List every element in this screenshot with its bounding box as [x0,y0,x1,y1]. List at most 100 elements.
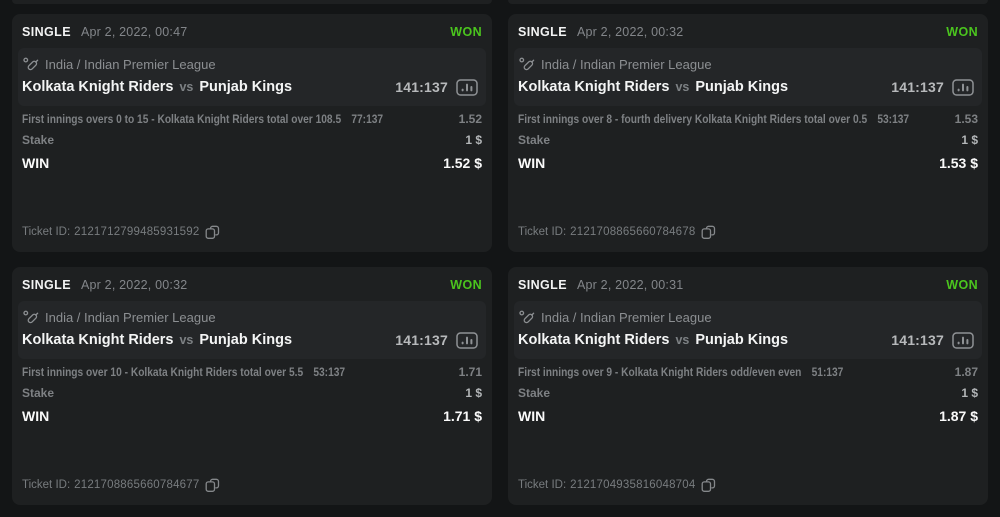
stake-label: Stake [518,133,551,147]
bet-type-label: SINGLE [22,25,71,39]
status-badge: WON [946,278,978,292]
bet-card: SINGLE Apr 2, 2022, 00:32 WON India / In… [12,267,492,505]
match-score: 141:137 [891,79,944,95]
vs-label: vs [675,333,690,347]
copy-icon[interactable] [701,478,716,493]
bet-description: First innings over 10 - Kolkata Knight R… [22,365,304,379]
ticket-row: Ticket ID: 2121708865660784677 [22,478,482,493]
ticket-row: Ticket ID: 2121712799485931592 [22,225,482,240]
team-home: Kolkata Knight Riders [22,332,174,348]
bet-type-label: SINGLE [22,278,71,292]
bet-odds: 1.87 [954,365,978,379]
ticket-id-value: 2121708865660784677 [74,479,200,491]
league-row: India / Indian Premier League [518,55,974,73]
stake-value: 1 $ [961,133,978,147]
copy-icon[interactable] [205,478,220,493]
copy-icon[interactable] [701,225,716,240]
stake-value: 1 $ [961,386,978,400]
win-label: WIN [518,408,546,424]
stake-value: 1 $ [465,133,482,147]
bet-type-label: SINGLE [518,278,567,292]
stake-label: Stake [22,386,55,400]
bet-odds: 1.52 [458,112,482,126]
bet-score: 53:137 [877,112,910,126]
bet-datetime: Apr 2, 2022, 00:31 [576,278,684,292]
bet-type-label: SINGLE [518,25,567,39]
stats-chart-icon[interactable] [952,331,974,349]
team-away: Punjab Kings [695,332,789,348]
league-name: India / Indian Premier League [541,56,712,72]
ticket-id-label: Ticket ID: [518,226,567,238]
bet-selection-row: First innings over 9 - Kolkata Knight Ri… [518,365,978,380]
stake-row: Stake 1 $ [22,133,482,148]
stats-chart-icon[interactable] [456,78,478,96]
bet-score: 51:137 [811,365,844,379]
stats-chart-icon[interactable] [456,331,478,349]
bet-score: 53:137 [313,365,346,379]
stake-row: Stake 1 $ [22,386,482,401]
win-label: WIN [22,408,50,424]
stake-row: Stake 1 $ [518,386,978,401]
ticket-id-label: Ticket ID: [22,226,71,238]
bet-description: First innings over 9 - Kolkata Knight Ri… [518,365,802,379]
bet-datetime: Apr 2, 2022, 00:47 [80,25,188,39]
teams-row: Kolkata Knight Riders vs Punjab Kings 14… [22,76,478,98]
bet-selection-row: First innings over 8 - fourth delivery K… [518,112,978,127]
match-score: 141:137 [395,332,448,348]
team-home: Kolkata Knight Riders [518,332,670,348]
vs-label: vs [179,333,194,347]
teams-row: Kolkata Knight Riders vs Punjab Kings 14… [518,329,974,351]
win-value: 1.53 $ [939,155,978,171]
teams-row: Kolkata Knight Riders vs Punjab Kings 14… [518,76,974,98]
bet-card-header: SINGLE Apr 2, 2022, 00:47 WON [22,24,482,40]
bet-score: 77:137 [351,112,384,126]
team-away: Punjab Kings [199,79,293,95]
stake-label: Stake [518,386,551,400]
league-name: India / Indian Premier League [45,56,216,72]
match-score: 141:137 [891,332,944,348]
bet-card: SINGLE Apr 2, 2022, 00:31 WON India / In… [508,267,988,505]
bet-card: SINGLE Apr 2, 2022, 00:47 WON India / In… [12,14,492,252]
bet-datetime: Apr 2, 2022, 00:32 [576,25,684,39]
ticket-id-value: 2121708865660784678 [570,226,696,238]
cricket-icon [22,309,39,326]
match-panel: India / Indian Premier League Kolkata Kn… [514,301,982,359]
previous-row-card-bottom-left [12,0,492,4]
ticket-row: Ticket ID: 2121704935816048704 [518,478,978,493]
stake-row: Stake 1 $ [518,133,978,148]
bet-odds: 1.71 [458,365,482,379]
cricket-icon [518,309,535,326]
team-home: Kolkata Knight Riders [518,79,670,95]
win-row: WIN 1.87 $ [518,407,978,425]
win-value: 1.52 $ [443,155,482,171]
bet-description: First innings over 8 - fourth delivery K… [518,112,868,126]
league-name: India / Indian Premier League [541,309,712,325]
copy-icon[interactable] [205,225,220,240]
stake-value: 1 $ [465,386,482,400]
ticket-id-label: Ticket ID: [22,479,71,491]
win-label: WIN [518,155,546,171]
team-away: Punjab Kings [695,79,789,95]
status-badge: WON [450,25,482,39]
ticket-row: Ticket ID: 2121708865660784678 [518,225,978,240]
teams-row: Kolkata Knight Riders vs Punjab Kings 14… [22,329,478,351]
vs-label: vs [675,80,690,94]
status-badge: WON [450,278,482,292]
win-row: WIN 1.52 $ [22,154,482,172]
bet-card-header: SINGLE Apr 2, 2022, 00:32 WON [22,277,482,293]
previous-row-card-bottom-right [508,0,988,4]
bet-selection-row: First innings over 10 - Kolkata Knight R… [22,365,482,380]
bet-odds: 1.53 [954,112,978,126]
stats-chart-icon[interactable] [952,78,974,96]
cricket-icon [22,56,39,73]
match-panel: India / Indian Premier League Kolkata Kn… [18,48,486,106]
league-row: India / Indian Premier League [518,308,974,326]
win-value: 1.87 $ [939,408,978,424]
bet-description: First innings overs 0 to 15 - Kolkata Kn… [22,112,342,126]
win-row: WIN 1.71 $ [22,407,482,425]
league-row: India / Indian Premier League [22,55,478,73]
cricket-icon [518,56,535,73]
ticket-id-label: Ticket ID: [518,479,567,491]
bet-card-header: SINGLE Apr 2, 2022, 00:31 WON [518,277,978,293]
